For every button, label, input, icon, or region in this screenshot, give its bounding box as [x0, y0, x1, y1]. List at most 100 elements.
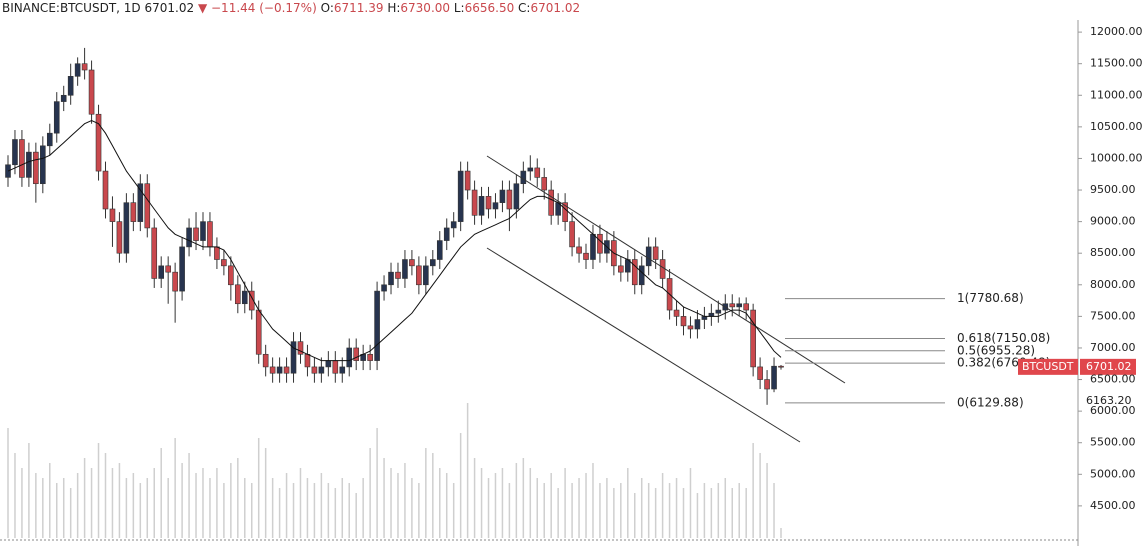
- candle-body: [60, 94, 67, 102]
- candle-body: [673, 309, 680, 317]
- candle-body: [416, 265, 422, 286]
- candle-body: [750, 309, 756, 368]
- change: −11.44 (−0.17%): [211, 1, 317, 15]
- y-tick-label: 6500.00: [1090, 373, 1136, 386]
- candle-body: [485, 196, 492, 210]
- price-tag: 6701.02: [1086, 360, 1132, 373]
- candle-body: [680, 316, 687, 327]
- candle-body: [248, 290, 255, 311]
- y-tick-label: 7000.00: [1090, 341, 1136, 354]
- candle-body: [283, 366, 290, 374]
- candle-body: [583, 252, 589, 260]
- candle-body: [492, 202, 499, 210]
- candle-body: [423, 265, 429, 286]
- candle-body: [172, 271, 178, 292]
- candle-body: [729, 303, 736, 308]
- candle-body: [771, 365, 777, 390]
- fib-label: 0.5(6955.28): [957, 343, 1035, 357]
- candle-body: [471, 189, 478, 216]
- ohlc-key: C:: [518, 1, 531, 15]
- candle-body: [81, 63, 88, 71]
- candle-body: [290, 341, 297, 374]
- candle-body: [464, 170, 471, 191]
- candle-body: [102, 170, 109, 210]
- symbol-tag-bg: [1018, 358, 1078, 375]
- candle-body: [228, 265, 234, 286]
- candle-body: [388, 271, 394, 286]
- candle-body: [443, 227, 450, 241]
- candle-body: [478, 196, 485, 216]
- candle-body: [123, 202, 130, 254]
- candle-body: [26, 151, 32, 178]
- candle-body: [527, 167, 534, 172]
- y-tick-label: 10000.00: [1090, 151, 1143, 164]
- candle-body: [631, 259, 638, 286]
- candle-body: [638, 265, 645, 286]
- y-tick-label: 11000.00: [1090, 88, 1143, 101]
- candle-body: [165, 265, 171, 273]
- candle-body: [255, 309, 262, 355]
- candle-body: [276, 366, 283, 374]
- candle-body: [95, 113, 102, 172]
- candle-body: [590, 233, 596, 260]
- candle-body: [151, 227, 158, 279]
- y-tick-label: 8500.00: [1090, 246, 1136, 259]
- candle-body: [395, 271, 401, 279]
- ohlc-value: 6711.39: [333, 1, 384, 15]
- y-tick-label: 7500.00: [1090, 309, 1136, 322]
- candle-body: [304, 353, 311, 368]
- candle-body: [715, 309, 722, 314]
- y-tick-label: 5500.00: [1090, 436, 1136, 449]
- channel-upper: [486, 155, 846, 384]
- candle-body: [262, 353, 269, 368]
- candle-body: [19, 139, 25, 178]
- crosshair-label: 6163.20: [1086, 394, 1132, 407]
- candle-body: [241, 290, 248, 305]
- candle-body: [235, 284, 241, 305]
- ohlc: O:6711.39 H:6730.00 L:6656.50 C:6701.02: [317, 1, 581, 15]
- y-tick-label: 11500.00: [1090, 57, 1143, 70]
- candle-body: [88, 69, 95, 115]
- volume-layer: [7, 403, 782, 538]
- candle-body: [499, 189, 506, 203]
- candle-body: [33, 151, 39, 185]
- candle-body: [687, 325, 694, 330]
- candle-body: [144, 183, 151, 229]
- candle-body: [548, 189, 554, 216]
- ohlc-value: 6730.00: [400, 1, 451, 15]
- candle-body: [409, 259, 415, 267]
- candle-body: [743, 303, 749, 311]
- candle-body: [269, 366, 276, 374]
- candle-body: [346, 347, 353, 368]
- candle-body: [506, 189, 513, 210]
- candle-body: [764, 379, 770, 390]
- candle-body: [778, 365, 784, 368]
- y-tick-label: 5000.00: [1090, 467, 1136, 480]
- symbol: BINANCE:BTCUSDT, 1D: [2, 1, 141, 15]
- candle-body: [214, 246, 220, 260]
- last-price: 6701.02: [144, 1, 195, 15]
- candle-body: [12, 139, 18, 166]
- candle-body: [618, 265, 624, 273]
- candle-body: [367, 353, 373, 361]
- candle-body: [757, 366, 763, 380]
- candle-body: [562, 202, 568, 222]
- candle-body: [381, 284, 387, 292]
- candle-body: [186, 227, 192, 248]
- ohlc-value: 6701.02: [530, 1, 581, 15]
- candle-body: [430, 259, 436, 267]
- channel-lower: [486, 247, 801, 443]
- candle-body: [457, 170, 464, 222]
- candle-body: [158, 265, 165, 279]
- price-tag-bg: [1080, 358, 1136, 375]
- candle-body: [694, 319, 701, 330]
- candle-body: [67, 76, 74, 96]
- y-tick-label: 9500.00: [1090, 183, 1136, 196]
- candle-body: [374, 290, 380, 361]
- candle-body: [53, 101, 60, 134]
- ohlc-key: H:: [387, 1, 401, 15]
- candle-body: [513, 183, 520, 210]
- ohlc-key: O:: [320, 1, 334, 15]
